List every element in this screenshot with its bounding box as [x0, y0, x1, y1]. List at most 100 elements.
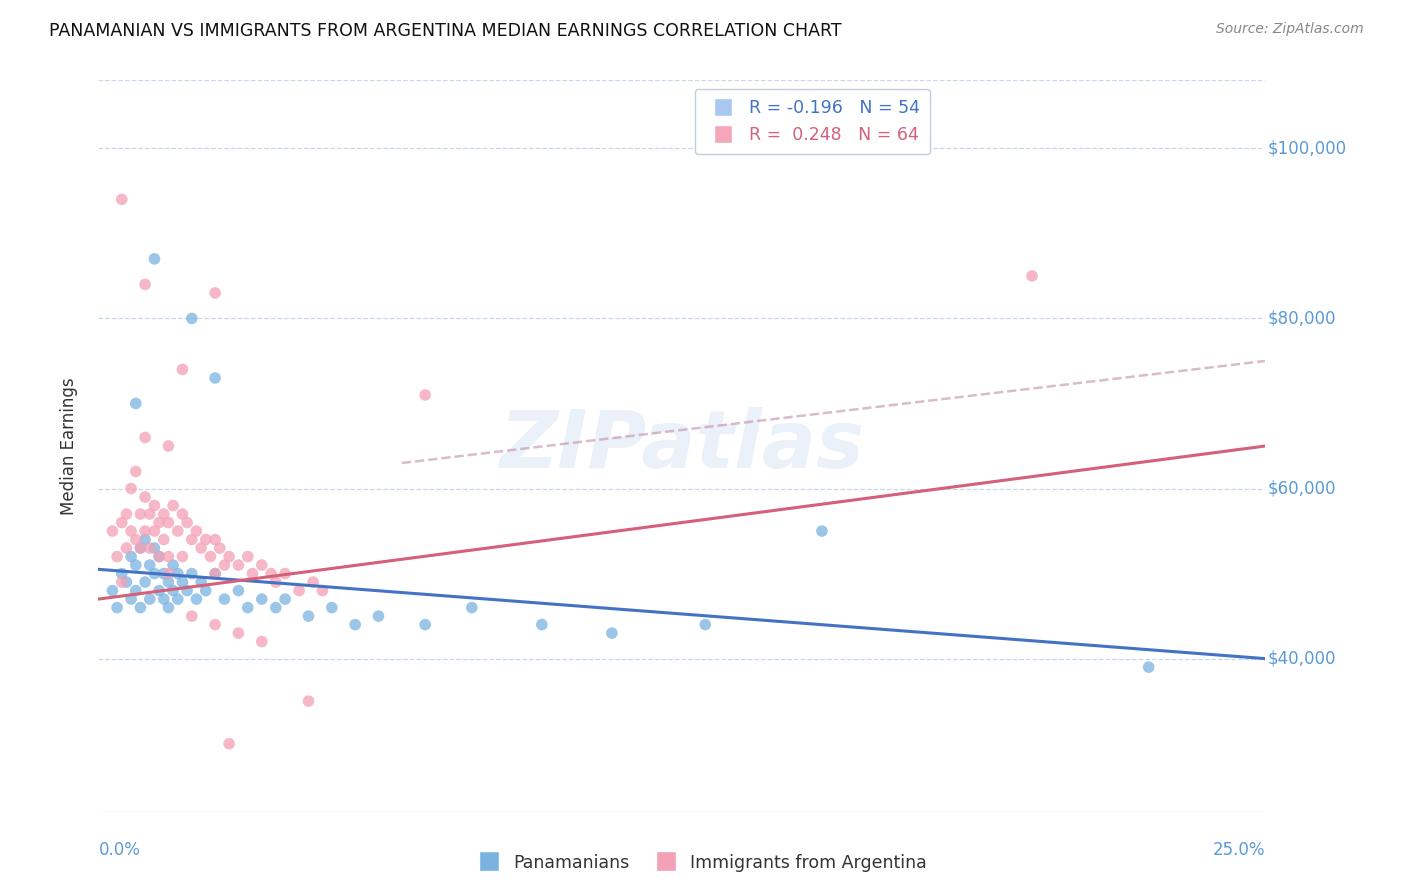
Point	[115, 575, 138, 590]
Point	[530, 617, 553, 632]
Point	[218, 737, 240, 751]
Point	[148, 549, 170, 564]
Point	[129, 600, 152, 615]
Point	[811, 524, 834, 538]
Point	[148, 549, 170, 564]
Point	[166, 524, 188, 538]
Text: 0.0%: 0.0%	[98, 841, 141, 859]
Point	[302, 575, 325, 590]
Point	[125, 558, 148, 572]
Point	[214, 558, 236, 572]
Point	[134, 430, 156, 444]
Point	[288, 583, 311, 598]
Point	[180, 609, 202, 624]
Point	[274, 592, 297, 607]
Point	[129, 541, 152, 555]
Point	[180, 566, 202, 581]
Point	[148, 516, 170, 530]
Point	[413, 388, 436, 402]
Point	[162, 558, 184, 572]
Point	[125, 533, 148, 547]
Point	[190, 575, 212, 590]
Point	[134, 277, 156, 292]
Point	[152, 507, 174, 521]
Point	[157, 516, 180, 530]
Point	[367, 609, 389, 624]
Point	[115, 507, 138, 521]
Point	[139, 558, 162, 572]
Point	[143, 524, 166, 538]
Point	[134, 575, 156, 590]
Point	[111, 566, 134, 581]
Point	[180, 533, 202, 547]
Point	[157, 549, 180, 564]
Point	[134, 533, 156, 547]
Point	[250, 558, 273, 572]
Point	[120, 592, 142, 607]
Point	[260, 566, 283, 581]
Point	[129, 541, 152, 555]
Point	[172, 362, 194, 376]
Point	[600, 626, 623, 640]
Point	[200, 549, 222, 564]
Point	[115, 541, 138, 555]
Point	[250, 634, 273, 648]
Point	[152, 533, 174, 547]
Point	[143, 252, 166, 266]
Point	[125, 583, 148, 598]
Point	[242, 566, 264, 581]
Point	[143, 566, 166, 581]
Point	[152, 592, 174, 607]
Text: Median Earnings: Median Earnings	[60, 377, 79, 515]
Point	[204, 371, 226, 385]
Point	[143, 541, 166, 555]
Text: $40,000: $40,000	[1268, 649, 1336, 667]
Point	[344, 617, 367, 632]
Text: $60,000: $60,000	[1268, 480, 1336, 498]
Point	[208, 541, 231, 555]
Point	[186, 592, 208, 607]
Point	[129, 507, 152, 521]
Point	[204, 566, 226, 581]
Point	[204, 533, 226, 547]
Point	[186, 524, 208, 538]
Point	[157, 575, 180, 590]
Point	[228, 626, 250, 640]
Text: ZIPatlas: ZIPatlas	[499, 407, 865, 485]
Point	[176, 516, 198, 530]
Point	[218, 549, 240, 564]
Point	[176, 583, 198, 598]
Point	[166, 592, 188, 607]
Point	[1137, 660, 1160, 674]
Point	[111, 192, 134, 206]
Point	[321, 600, 343, 615]
Point	[139, 507, 162, 521]
Point	[105, 600, 128, 615]
Point	[120, 549, 142, 564]
Point	[111, 575, 134, 590]
Point	[148, 583, 170, 598]
Point	[125, 396, 148, 410]
Point	[274, 566, 297, 581]
Point	[1021, 268, 1043, 283]
Point	[297, 694, 319, 708]
Point	[111, 516, 134, 530]
Point	[101, 583, 124, 598]
Point	[172, 507, 194, 521]
Point	[214, 592, 236, 607]
Point	[228, 558, 250, 572]
Point	[157, 439, 180, 453]
Point	[204, 617, 226, 632]
Point	[190, 541, 212, 555]
Point	[236, 549, 259, 564]
Point	[162, 499, 184, 513]
Point	[695, 617, 717, 632]
Point	[157, 566, 180, 581]
Text: PANAMANIAN VS IMMIGRANTS FROM ARGENTINA MEDIAN EARNINGS CORRELATION CHART: PANAMANIAN VS IMMIGRANTS FROM ARGENTINA …	[49, 22, 842, 40]
Point	[413, 617, 436, 632]
Legend: Panamanians, Immigrants from Argentina: Panamanians, Immigrants from Argentina	[472, 847, 934, 879]
Point	[180, 311, 202, 326]
Point	[172, 549, 194, 564]
Point	[172, 575, 194, 590]
Point	[152, 566, 174, 581]
